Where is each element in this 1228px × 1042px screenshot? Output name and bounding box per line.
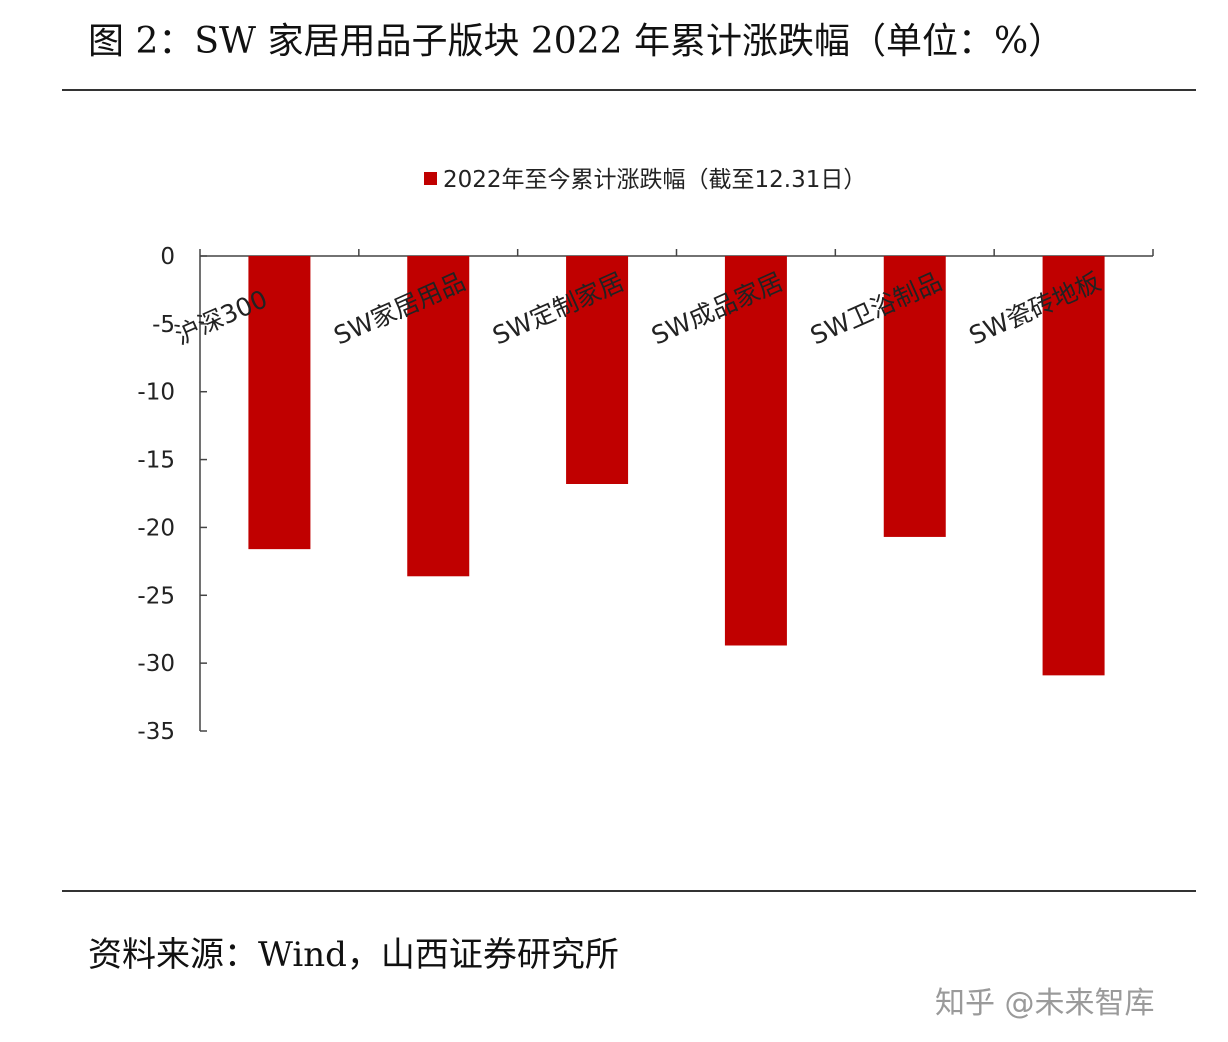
- figure-title: 图 2：SW 家居用品子版块 2022 年累计涨跌幅（单位：%）: [88, 21, 1065, 62]
- bar: [248, 256, 311, 550]
- y-tick-label: -15: [137, 448, 175, 474]
- bar: [724, 256, 787, 646]
- bar: [407, 256, 470, 577]
- y-tick-label: -35: [137, 719, 175, 745]
- y-tick-label: -30: [137, 651, 175, 677]
- chart-axes: 0 -5 -10 -15 -20 -25 -30 -35: [137, 244, 1154, 745]
- legend-swatch: [424, 172, 437, 185]
- top-rule: [62, 89, 1196, 91]
- category-labels: 沪深300 SW家居用品 SW定制家居 SW成品家居 SW卫浴制品 SW瓷砖地板: [171, 267, 1105, 351]
- chart-legend: 2022年至今累计涨跌幅（截至12.31日）: [424, 167, 866, 193]
- y-tick-label: -25: [137, 583, 175, 609]
- bar: [566, 256, 629, 484]
- legend-label: 2022年至今累计涨跌幅（截至12.31日）: [443, 167, 866, 193]
- y-tick-label: 0: [160, 244, 175, 270]
- y-tick-label: -10: [137, 380, 175, 406]
- y-tick-label: -20: [137, 515, 175, 541]
- bar: [1042, 256, 1105, 676]
- bottom-rule: [62, 890, 1196, 892]
- source-note: 资料来源：Wind，山西证券研究所: [88, 935, 619, 975]
- chart-bars: [248, 256, 1105, 676]
- watermark: 知乎 @未来智库: [935, 986, 1155, 1021]
- bar: [883, 256, 946, 537]
- y-tick-label: -5: [152, 312, 175, 338]
- bar-chart: 2022年至今累计涨跌幅（截至12.31日） 0 -5 -10 -15 -20 -25 -3…: [137, 167, 1154, 745]
